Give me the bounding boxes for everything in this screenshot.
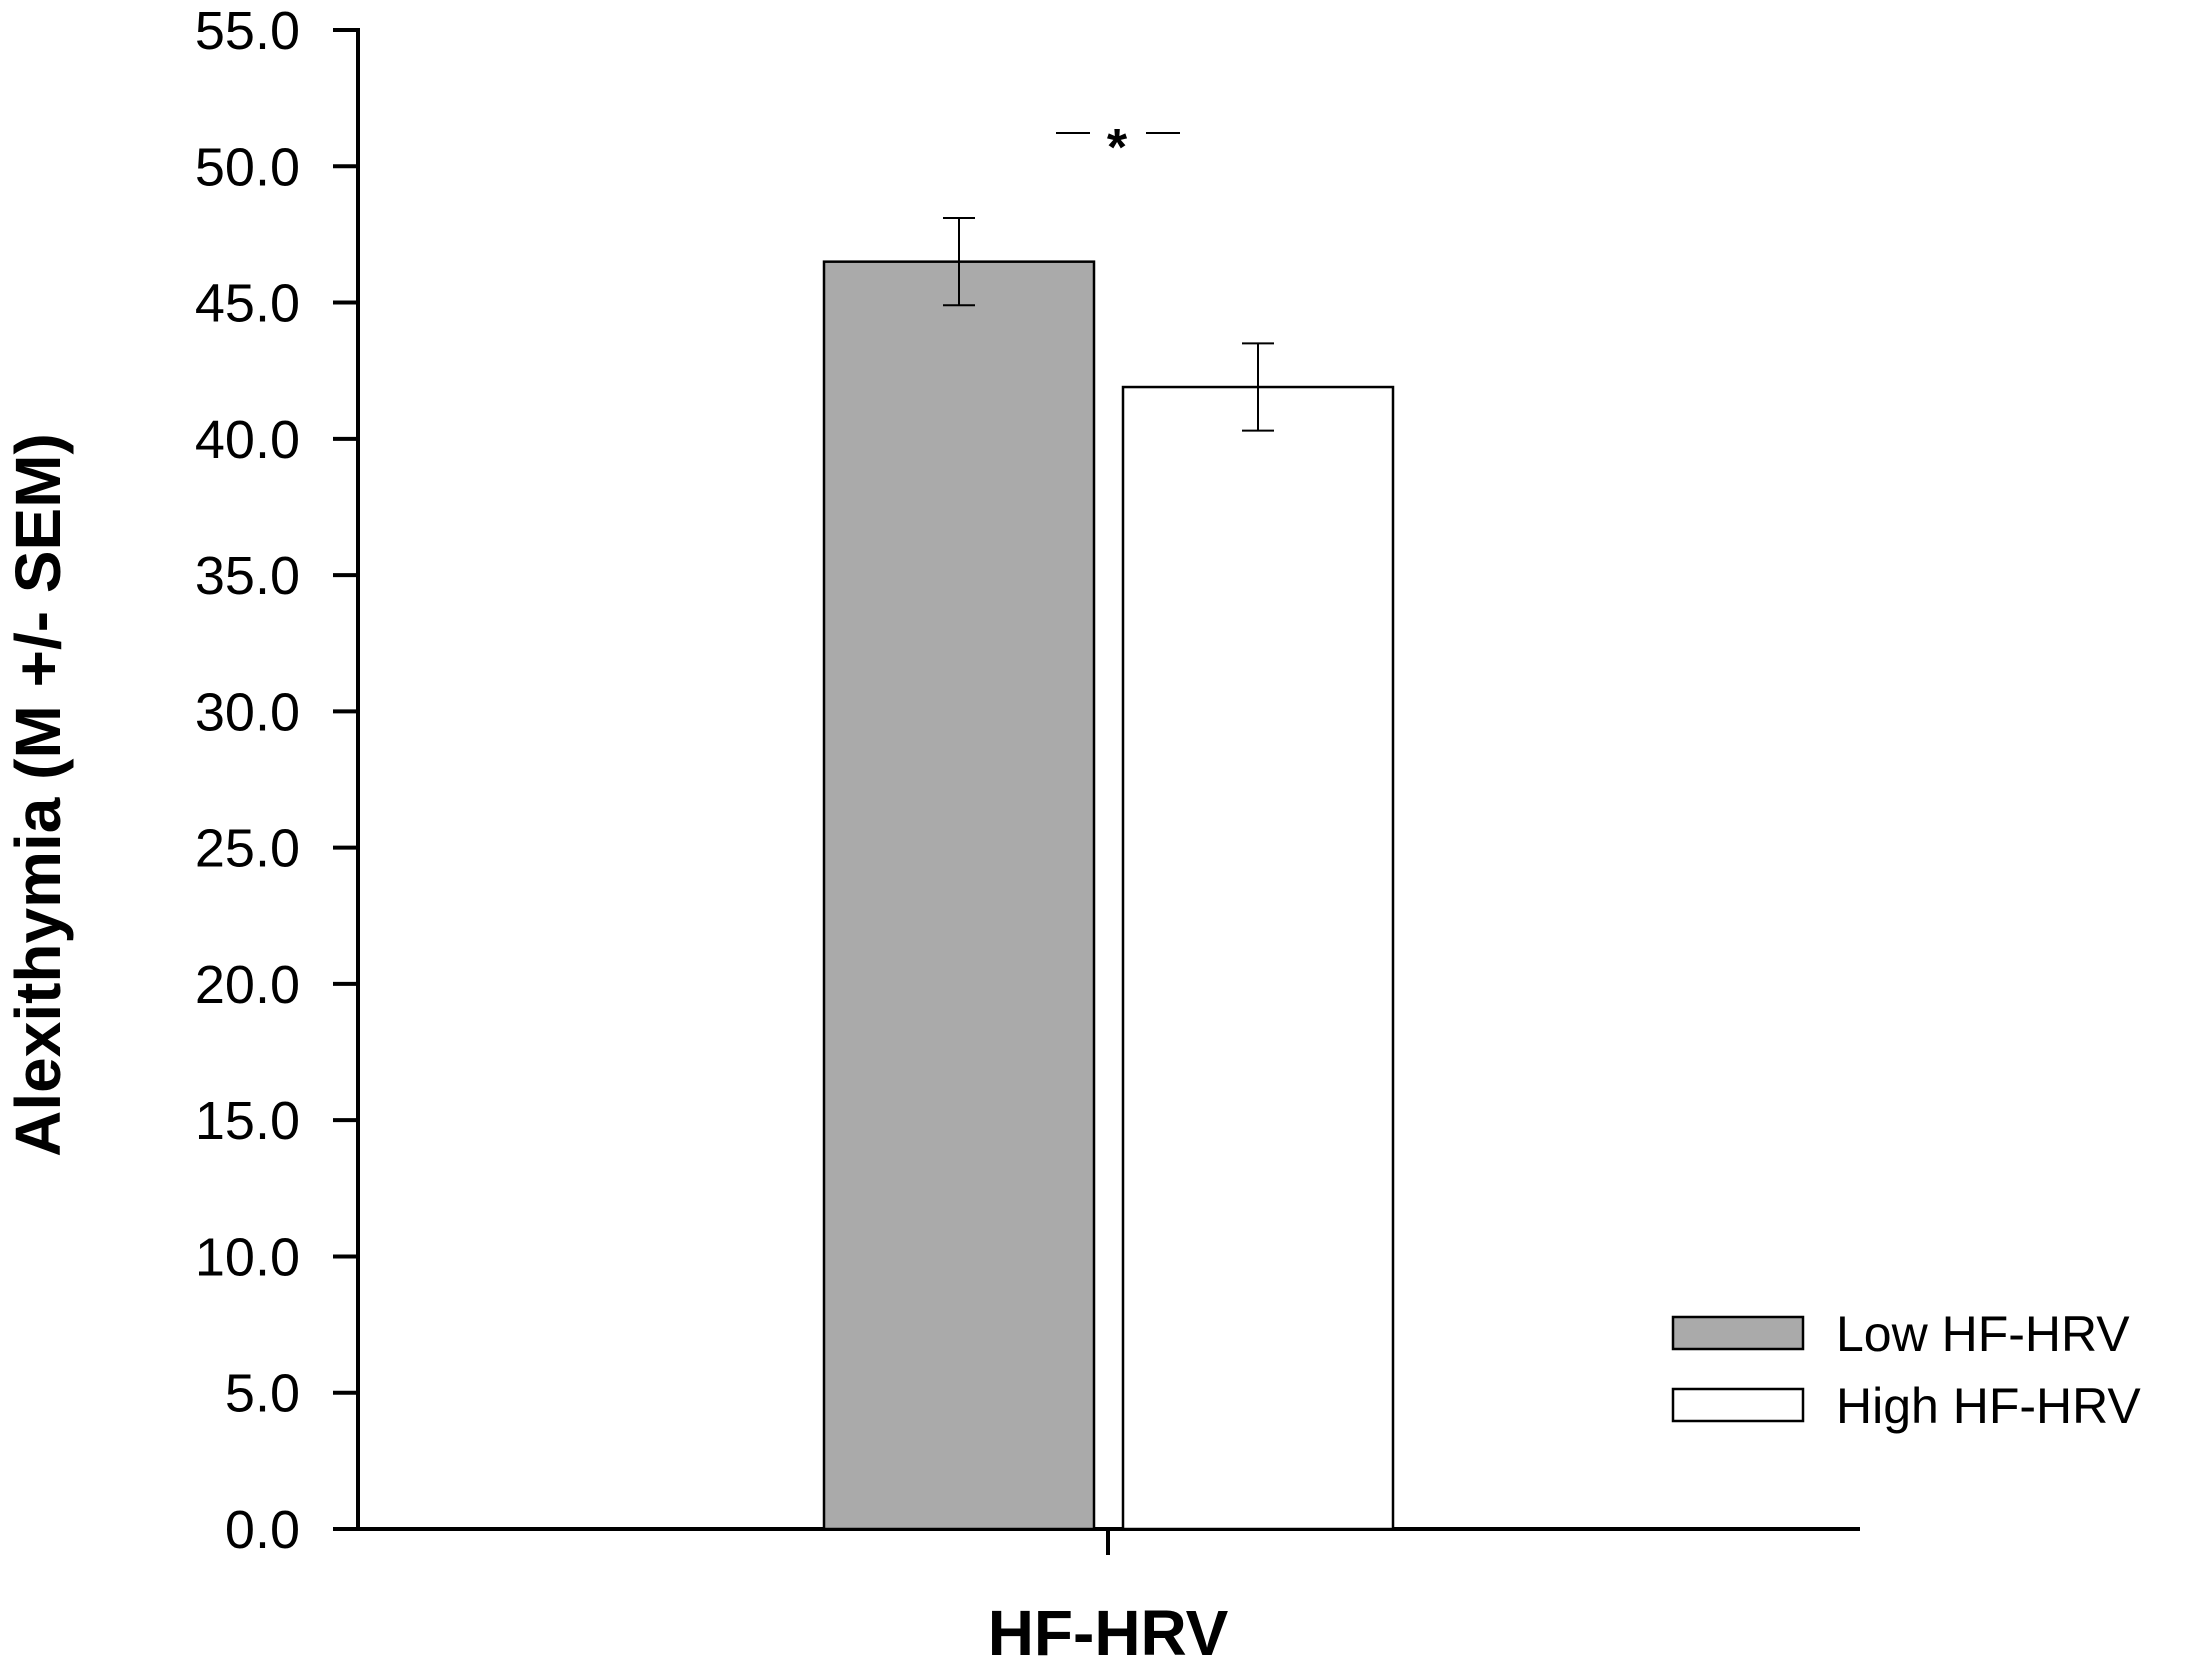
y-tick-label: 35.0: [195, 546, 300, 606]
y-tick-label: 55.0: [195, 1, 300, 61]
y-tick-label: 10.0: [195, 1227, 300, 1287]
significance-star: *: [1107, 119, 1128, 177]
y-axis-title: Alexithymia (M +/- SEM): [2, 433, 74, 1157]
y-tick-label: 40.0: [195, 410, 300, 470]
legend-item: High HF-HRV: [1671, 1378, 2141, 1434]
legend-swatch: [1671, 1387, 1805, 1423]
legend-item: Low HF-HRV: [1671, 1306, 2130, 1362]
x-axis-title: HF-HRV: [988, 1597, 1229, 1663]
y-tick-label: 5.0: [225, 1364, 300, 1424]
y-tick-label: 15.0: [195, 1091, 300, 1151]
bar-low-hf-hrv: [822, 260, 1096, 1531]
y-tick-label: 50.0: [195, 137, 300, 197]
legend-swatch: [1671, 1315, 1805, 1351]
bar-high-hf-hrv: [1121, 385, 1395, 1531]
y-tick-label: 45.0: [195, 274, 300, 334]
y-tick-label: 30.0: [195, 682, 300, 742]
plot-area: 0.0 5.0 10.0 15.0 20.0 25.0 30.0 35.0 40.0 45.0 50…: [195, 1, 1860, 1560]
y-tick-label: 20.0: [195, 955, 300, 1015]
legend-label: Low HF-HRV: [1836, 1306, 2130, 1362]
y-tick-label: 0.0: [225, 1500, 300, 1560]
error-bar: [1242, 342, 1274, 432]
error-bar: [943, 217, 975, 307]
y-tick-label: 25.0: [195, 819, 300, 879]
legend-label: High HF-HRV: [1836, 1378, 2141, 1434]
legend: Low HF-HRV High HF-HRV: [1671, 1306, 2141, 1434]
